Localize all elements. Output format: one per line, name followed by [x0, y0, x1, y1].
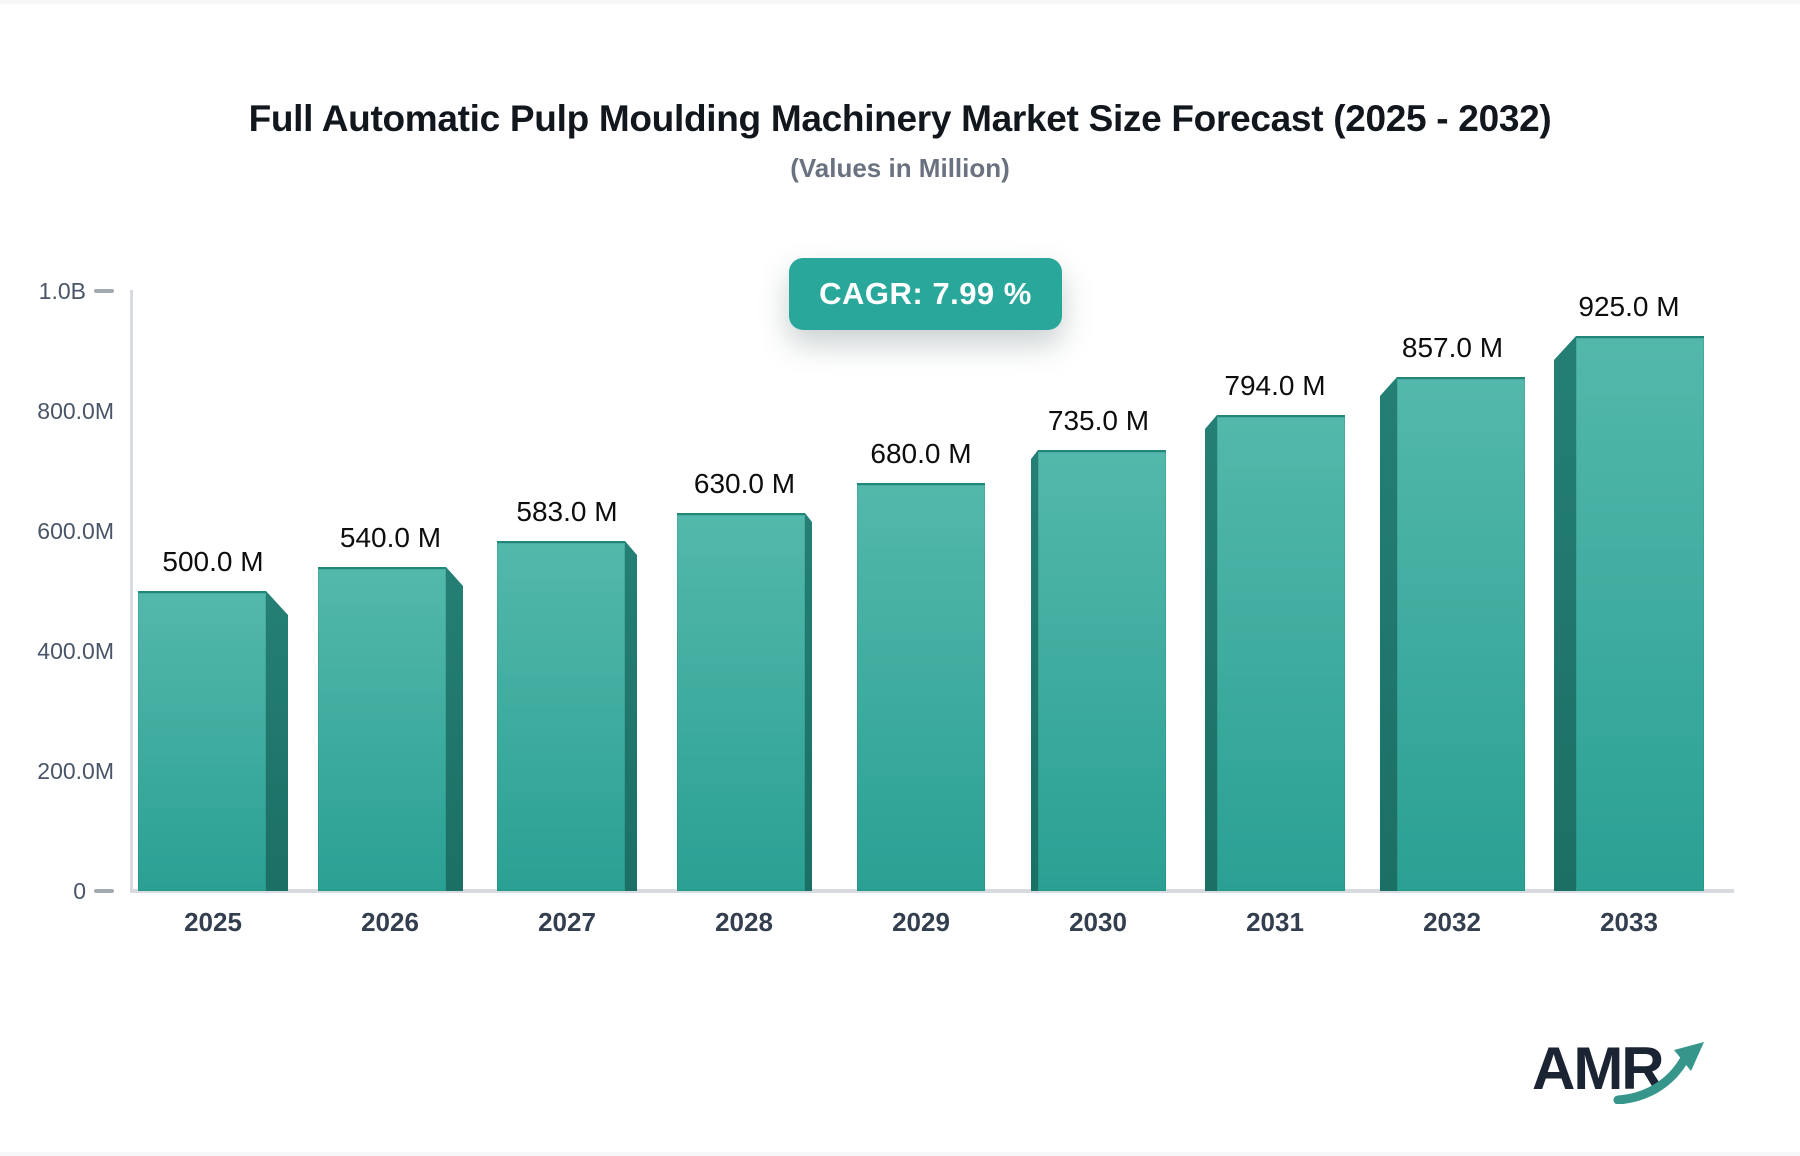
bar-face	[138, 591, 266, 891]
x-axis-year-label: 2028	[715, 907, 773, 937]
bar-face	[1038, 450, 1166, 891]
bar-value-label: 794.0 M	[1224, 370, 1326, 401]
bar-side-shade	[1380, 377, 1397, 891]
chart-subtitle: (Values in Million)	[790, 153, 1010, 183]
bar-value-label: 583.0 M	[516, 496, 618, 527]
bar-face	[1217, 415, 1345, 891]
bar: 735.0 M	[1031, 405, 1166, 891]
x-axis-year-label: 2026	[361, 907, 419, 937]
bar-face	[1397, 377, 1525, 891]
x-axis-year-label: 2030	[1069, 907, 1127, 937]
bar-value-label: 630.0 M	[693, 468, 796, 499]
bar: 857.0 M	[1380, 332, 1525, 891]
bar-value-label: 925.0 M	[1578, 291, 1680, 322]
bar-value-label: 735.0 M	[1047, 405, 1150, 436]
y-axis-tick-text: 1.0B	[38, 277, 86, 304]
bar-side-shade	[446, 567, 463, 891]
plot-area: 1.0B 800.0M 600.0M 400.0M 200.0M 0 500.0 M 2025…	[0, 4, 1800, 1152]
x-axis-year-label: 2027	[538, 907, 596, 937]
x-axis-line	[130, 889, 1734, 893]
y-axis-tick-label: 1.0B	[0, 275, 114, 307]
bar-face	[497, 541, 625, 891]
y-axis-tick-text: 600.0M	[37, 517, 114, 544]
bar-side-shade	[266, 591, 288, 891]
y-axis-tick-mark	[94, 889, 114, 893]
chart-title: Full Automatic Pulp Moulding Machinery M…	[248, 98, 1552, 139]
bar-value-label: 680.0 M	[870, 438, 972, 469]
x-axis-year-label: 2033	[1600, 907, 1658, 937]
bar: 630.0 M	[677, 468, 812, 891]
y-axis-tick-label: 0	[0, 875, 114, 907]
bar: 925.0 M	[1554, 291, 1704, 891]
y-axis-tick-text: 0	[73, 877, 86, 904]
bar-side-shade	[625, 541, 637, 891]
cagr-badge: CAGR: 7.99 %	[789, 258, 1062, 330]
bar: 794.0 M	[1205, 370, 1345, 891]
bar-side-shade	[1205, 415, 1217, 891]
cagr-badge-label: CAGR: 7.99 %	[819, 276, 1032, 311]
y-axis-tick-label: 200.0M	[0, 755, 114, 787]
bar-value-label: 540.0 M	[339, 522, 442, 553]
bar: 583.0 M	[497, 496, 637, 891]
bar-value-label: 857.0 M	[1401, 332, 1504, 363]
y-axis-tick-text: 400.0M	[37, 637, 114, 664]
y-axis-tick-label: 800.0M	[0, 395, 114, 427]
y-axis-tick-text: 200.0M	[37, 757, 114, 784]
bar: 540.0 M	[318, 522, 463, 891]
brand-logo: AMR	[1532, 1034, 1732, 1124]
bar-value-label: 500.0 M	[162, 546, 264, 577]
y-axis-line	[130, 290, 133, 893]
bar-face	[677, 513, 805, 891]
y-axis-tick-mark	[94, 289, 114, 293]
x-axis-year-label: 2025	[184, 907, 242, 937]
bar-side-shade	[1031, 450, 1038, 891]
y-axis-tick-label: 400.0M	[0, 635, 114, 667]
bar-face	[318, 567, 446, 891]
bar-side-shade	[1554, 336, 1576, 891]
y-axis-tick-text: 800.0M	[37, 397, 114, 424]
bar-face	[857, 483, 985, 891]
growth-arrow-icon	[1613, 1042, 1704, 1104]
bar: 680.0 M	[857, 438, 985, 891]
bar-face	[1576, 336, 1704, 891]
x-axis-year-label: 2029	[892, 907, 950, 937]
y-axis-tick-label: 600.0M	[0, 515, 114, 547]
x-axis-year-label: 2032	[1423, 907, 1481, 937]
bar-side-shade	[805, 513, 812, 891]
bar: 500.0 M	[138, 546, 288, 891]
x-axis-year-label: 2031	[1246, 907, 1304, 937]
